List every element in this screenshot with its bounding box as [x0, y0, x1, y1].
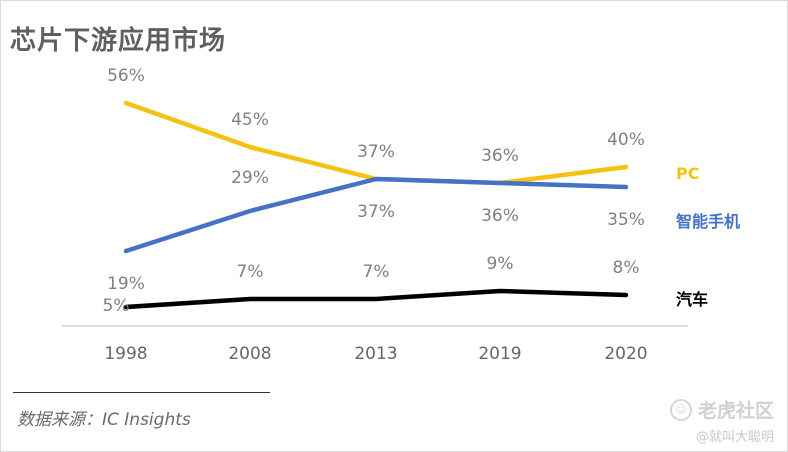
watermark: ☺ 老虎社区 — [669, 396, 774, 423]
x-tick-label: 2019 — [478, 344, 521, 364]
data-label: 29% — [231, 168, 269, 188]
tiger-logo-icon: ☺ — [669, 398, 692, 421]
data-label: 37% — [357, 202, 395, 222]
data-label: 36% — [481, 206, 519, 226]
data-label: 35% — [607, 210, 645, 230]
data-label: 37% — [357, 142, 395, 162]
source-divider — [13, 392, 270, 393]
legend-label: 汽车 — [676, 290, 708, 309]
data-label: 7% — [363, 262, 390, 282]
x-tick-label: 2008 — [228, 344, 271, 364]
data-label: 7% — [237, 262, 264, 282]
data-label: 19% — [107, 274, 145, 294]
data-label: 5% — [103, 296, 130, 316]
data-label: 9% — [487, 254, 514, 274]
data-label: 40% — [607, 130, 645, 150]
x-tick-label: 2020 — [604, 344, 647, 364]
data-label: 8% — [613, 258, 640, 278]
series-line — [123, 288, 629, 310]
x-tick-label: 2013 — [354, 344, 397, 364]
legend-label: PC — [676, 164, 699, 183]
series-line — [123, 176, 629, 254]
data-label: 56% — [107, 66, 145, 86]
x-tick-label: 1998 — [104, 344, 147, 364]
chart-title: 芯片下游应用市场 — [10, 26, 227, 56]
legend-label: 智能手机 — [676, 212, 740, 231]
data-label: 36% — [481, 146, 519, 166]
watermark-handle: @就叫大聪明 — [695, 430, 774, 445]
watermark-brand: 老虎社区 — [697, 400, 774, 422]
source-note: 数据来源：IC Insights — [17, 410, 191, 430]
data-label: 45% — [231, 110, 269, 130]
